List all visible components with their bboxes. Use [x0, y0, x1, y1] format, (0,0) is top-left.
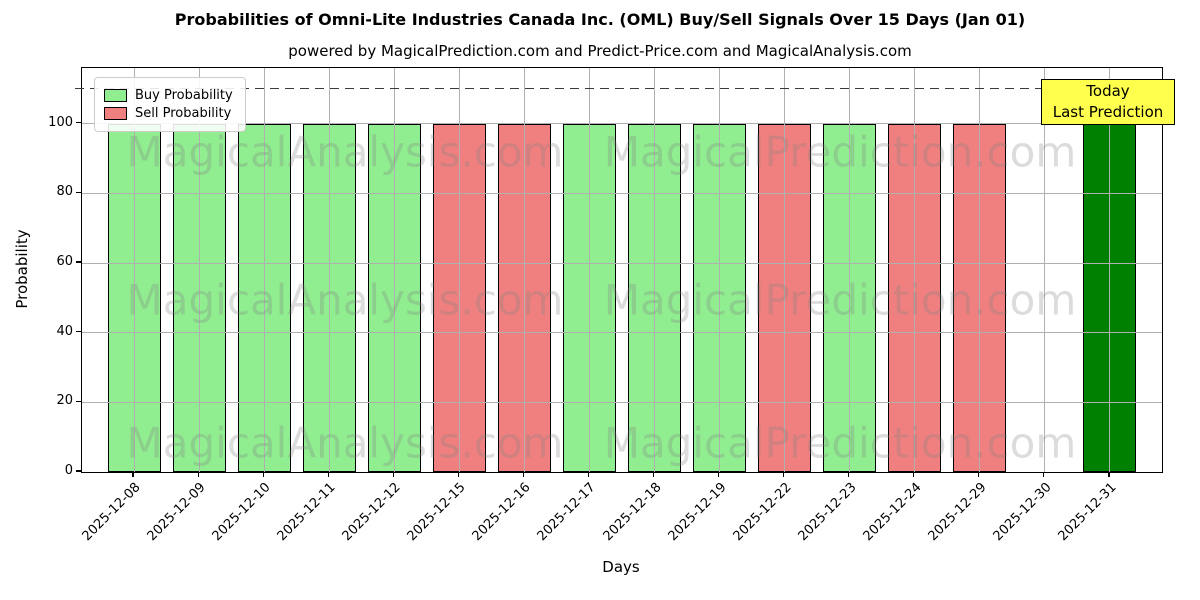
legend-item-sell: Sell Probability: [104, 106, 233, 121]
y-tick-mark: [76, 331, 81, 333]
x-tick-label: 2025-12-09: [144, 480, 209, 545]
x-tick-label: 2025-12-16: [469, 480, 535, 545]
y-gridline: [82, 332, 1162, 334]
x-tick-label: 2025-12-23: [795, 480, 860, 545]
x-tick-mark: [978, 472, 980, 477]
x-tick-mark: [1043, 472, 1045, 477]
annotation-line-1: Today: [1086, 82, 1130, 100]
y-tick-label: 100: [48, 114, 73, 130]
x-tick-mark: [132, 472, 134, 477]
x-tick-mark: [1108, 472, 1110, 477]
y-tick-label: 60: [56, 254, 73, 270]
legend-item-buy: Buy Probability: [104, 88, 233, 103]
x-gridline: [328, 68, 330, 472]
legend-label-sell: Sell Probability: [135, 106, 232, 121]
x-tick-mark: [262, 472, 264, 477]
today-annotation-box: Today Last Prediction: [1041, 79, 1175, 125]
x-tick-label: 2025-12-24: [860, 480, 925, 545]
y-gridline: [82, 123, 1162, 125]
plot-area: [75, 67, 1163, 473]
x-tick-mark: [913, 472, 915, 477]
x-tick-label: 2025-12-31: [1055, 480, 1120, 545]
x-tick-label: 2025-12-15: [404, 480, 469, 545]
x-tick-mark: [392, 472, 394, 477]
x-gridline: [784, 68, 786, 472]
x-gridline: [198, 68, 200, 472]
legend-label-buy: Buy Probability: [135, 88, 233, 103]
x-gridline: [133, 68, 135, 472]
y-tick-label: 40: [56, 323, 73, 339]
x-gridline: [458, 68, 460, 472]
x-tick-mark: [522, 472, 524, 477]
x-tick-mark: [327, 472, 329, 477]
threshold-dashed-line: [75, 87, 1162, 90]
x-tick-mark: [652, 472, 655, 477]
x-gridline: [914, 68, 916, 472]
x-gridline: [588, 68, 590, 472]
y-tick-label: 0: [64, 463, 73, 478]
x-tick-label: 2025-12-19: [665, 480, 730, 545]
x-tick-label: 2025-12-11: [274, 480, 339, 545]
y-tick-mark: [76, 122, 81, 124]
x-gridline: [263, 68, 265, 472]
chart-title: Probabilities of Omni-Lite Industries Ca…: [174, 10, 1026, 29]
x-tick-label: 2025-12-12: [339, 480, 404, 545]
x-gridline: [393, 68, 395, 472]
legend: Buy Probability Sell Probability: [94, 77, 246, 132]
x-tick-mark: [783, 472, 785, 477]
x-tick-mark: [197, 472, 199, 477]
x-tick-label: 2025-12-29: [925, 480, 990, 545]
y-axis-label: Probability: [13, 229, 31, 309]
x-tick-mark: [717, 472, 720, 477]
x-tick-mark: [587, 472, 590, 477]
x-tick-label: 2025-12-08: [79, 480, 144, 545]
x-tick-label: 2025-12-18: [600, 480, 665, 545]
x-tick-label: 2025-12-10: [209, 480, 274, 545]
y-tick-label: 20: [56, 393, 73, 409]
x-tick-mark: [457, 472, 459, 477]
y-tick-label: 80: [56, 184, 73, 200]
x-tick-label: 2025-12-22: [730, 480, 795, 545]
x-gridline: [849, 68, 851, 472]
x-tick-mark: [848, 472, 850, 477]
x-axis-label: Days: [602, 558, 640, 576]
x-gridline: [1044, 68, 1046, 472]
x-tick-label: 2025-12-30: [990, 480, 1055, 545]
x-tick-label: 2025-12-17: [535, 480, 600, 545]
y-gridline: [82, 262, 1162, 264]
x-gridline: [523, 68, 525, 472]
x-gridline: [719, 68, 721, 472]
y-tick-mark: [76, 470, 81, 472]
y-tick-mark: [76, 191, 81, 193]
y-tick-mark: [76, 261, 81, 263]
y-gridline: [82, 401, 1162, 403]
x-gridline: [979, 68, 981, 472]
x-gridline: [654, 68, 656, 472]
y-gridline: [82, 192, 1162, 194]
buy-probability-swatch: [104, 89, 127, 102]
y-tick-mark: [76, 400, 81, 402]
annotation-line-2: Last Prediction: [1052, 103, 1164, 121]
sell-probability-swatch: [104, 107, 127, 120]
x-gridline: [1109, 68, 1111, 472]
chart-subtitle: powered by MagicalPrediction.com and Pre…: [288, 42, 912, 60]
